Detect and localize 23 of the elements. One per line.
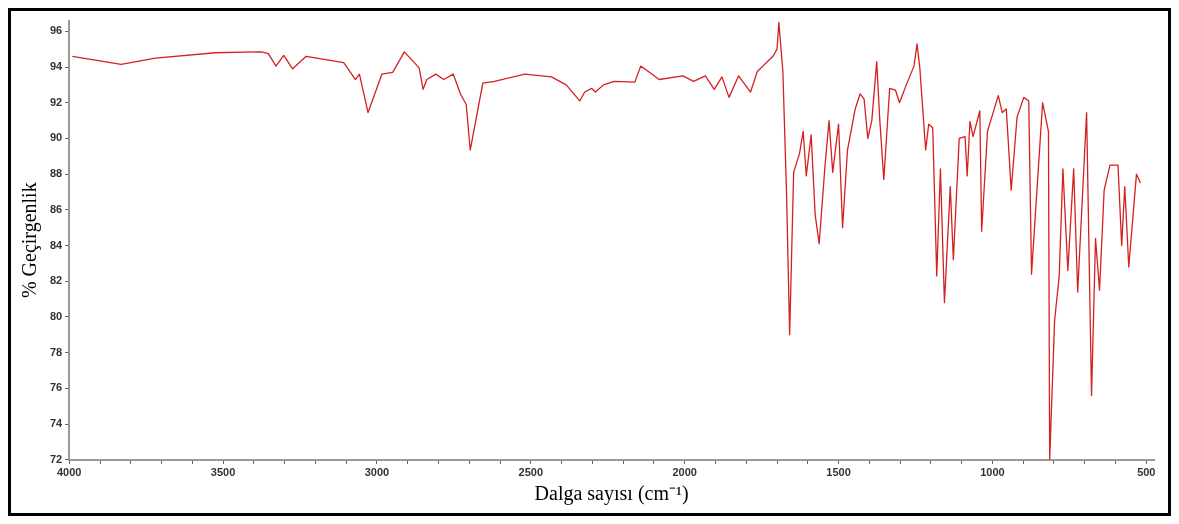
x-axis-title: Dalga sayısı (cm⁻¹)	[534, 482, 689, 506]
y-tick-label: 94	[49, 60, 64, 73]
x-tick-label: 4000	[56, 466, 82, 479]
y-tick-label: 76	[49, 381, 63, 394]
y-tick-label: 74	[49, 417, 64, 430]
y-tick-label: 90	[49, 131, 63, 144]
x-tick-label: 1500	[826, 466, 851, 479]
y-tick-label: 72	[49, 452, 63, 465]
y-tick-label: 92	[49, 95, 63, 108]
x-tick-label: 2500	[518, 466, 544, 479]
x-tick-label: 2000	[672, 466, 697, 479]
x-tick-label: 3000	[364, 466, 390, 479]
y-tick-label: 78	[49, 345, 63, 358]
x-tick-label: 1000	[980, 466, 1005, 479]
x-tick-label: 3500	[210, 466, 236, 479]
y-tick-label: 96	[49, 24, 63, 37]
y-axis-title: % Geçirgenlik	[18, 182, 42, 299]
y-tick-label: 82	[49, 274, 63, 287]
y-tick-label: 86	[49, 202, 63, 215]
y-tick-label: 80	[49, 310, 63, 322]
x-tick-label: 500	[1137, 466, 1156, 479]
y-tick-label: 88	[49, 167, 63, 180]
y-tick-label: 84	[49, 238, 64, 251]
